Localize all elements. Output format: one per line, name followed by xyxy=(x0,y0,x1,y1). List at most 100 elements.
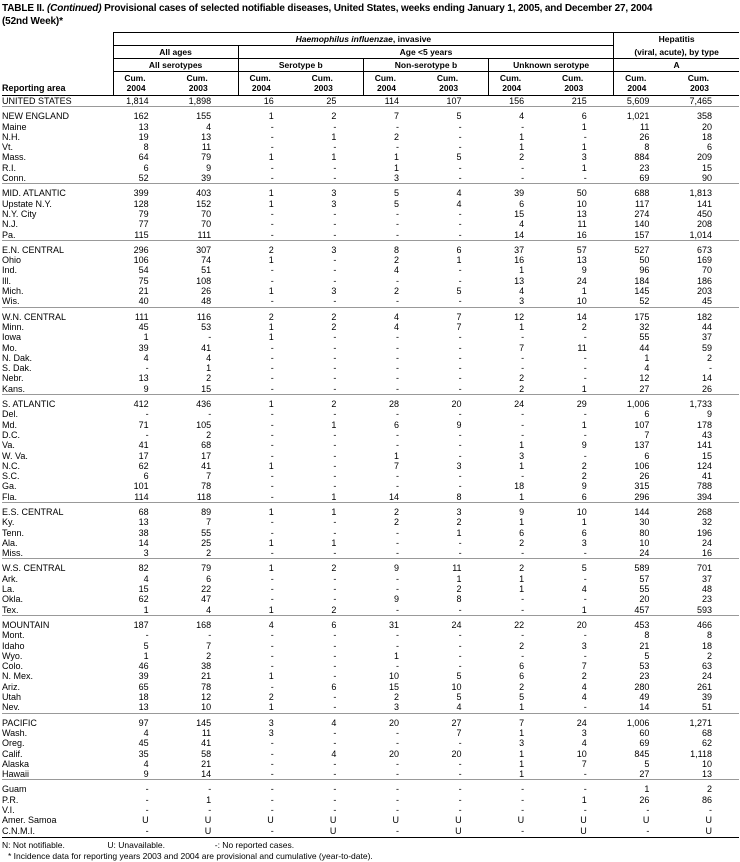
value-cell: 3 xyxy=(581,640,587,651)
value-cell: 6 xyxy=(644,409,650,420)
value-cell: 57 xyxy=(639,573,650,584)
value-cell: - xyxy=(458,229,462,240)
value-cell: 60 xyxy=(639,727,650,738)
table-row: P.R. - 1 - - - - - 1 26 86 xyxy=(2,795,739,805)
value-cell: 37 xyxy=(701,332,712,343)
value-cell: 845 xyxy=(634,748,650,759)
value-cell: - xyxy=(270,219,274,230)
value-cell: - xyxy=(521,429,525,440)
value-cell: 6 xyxy=(519,671,525,682)
value-cell: 4 xyxy=(488,106,552,122)
value-cell: 20 xyxy=(551,614,614,631)
value-cell: - xyxy=(583,702,587,713)
value-cell: U xyxy=(142,815,149,826)
value-cell: 1 xyxy=(238,558,301,574)
value-cell: 209 xyxy=(696,152,712,163)
value-cell: - xyxy=(521,121,525,132)
value-cell: 1 xyxy=(519,460,525,471)
value-cell: - xyxy=(521,548,525,559)
value-cell: - xyxy=(458,173,462,184)
value-cell: 280 xyxy=(634,681,650,692)
table-row: Hawaii 9 14 - - - - 1 - 27 13 xyxy=(2,769,739,780)
value-cell: 90 xyxy=(701,173,712,184)
value-cell: 55 xyxy=(639,332,650,343)
value-cell: 79 xyxy=(175,558,239,574)
value-cell: - xyxy=(583,173,587,184)
value-cell: 37 xyxy=(488,239,552,256)
value-cell: 5 xyxy=(143,640,149,651)
value-cell: - xyxy=(270,429,274,440)
value-cell: - xyxy=(458,332,462,343)
value-cell: - xyxy=(583,332,587,343)
value-cell: 3 xyxy=(519,296,525,307)
value-cell: - xyxy=(270,738,274,749)
value-cell: 1 xyxy=(238,501,301,518)
value-cell: 4 xyxy=(519,219,525,230)
value-cell: 3 xyxy=(331,198,337,209)
value-cell: 27 xyxy=(425,712,489,728)
value-cell: 1 xyxy=(268,198,274,209)
value-cell: 40 xyxy=(138,296,149,307)
value-cell: 10 xyxy=(639,537,650,548)
value-cell: U xyxy=(580,825,587,836)
cum-2004-header: Cum. 2004 xyxy=(488,71,552,96)
value-cell: 24 xyxy=(576,275,587,286)
value-cell: 58 xyxy=(201,748,212,759)
value-cell: 108 xyxy=(196,275,212,286)
value-cell: 13 xyxy=(138,702,149,713)
value-cell: 18 xyxy=(138,692,149,703)
value-cell: 1 xyxy=(581,162,587,173)
value-cell: 20 xyxy=(451,748,462,759)
legend-no-cases: -: No reported cases. xyxy=(214,839,295,850)
value-cell: 1,733 xyxy=(676,394,739,410)
value-cell: 64 xyxy=(138,152,149,163)
value-cell: 1 xyxy=(331,152,337,163)
value-cell: 106 xyxy=(634,460,650,471)
value-cell: - xyxy=(395,573,399,584)
value-cell: - xyxy=(333,409,337,420)
reporting-area-cell: Va. xyxy=(2,440,15,451)
value-cell: 673 xyxy=(676,239,739,256)
hepatitis-group-header: Hepatitis xyxy=(613,32,739,46)
value-cell: 32 xyxy=(701,517,712,528)
value-cell: 5 xyxy=(393,198,399,209)
table-row: Del. - - - - - - - - 6 9 xyxy=(2,409,739,419)
value-cell: 128 xyxy=(133,198,149,209)
value-cell: - xyxy=(208,630,212,641)
value-cell: - xyxy=(646,805,650,815)
value-cell: - xyxy=(270,481,274,492)
value-cell: 23 xyxy=(639,162,650,173)
value-cell: - xyxy=(145,409,149,420)
value-cell: - xyxy=(458,604,462,615)
value-cell: - xyxy=(270,650,274,661)
value-cell: 8 xyxy=(143,142,149,153)
value-cell: 22 xyxy=(488,614,552,631)
value-cell: 28 xyxy=(363,394,426,410)
value-cell: 70 xyxy=(201,208,212,219)
value-cell: 7 xyxy=(393,460,399,471)
reporting-area-cell: Mass. xyxy=(2,152,27,163)
table-row: Vt. 8 11- - - -1 1 8 6 xyxy=(2,142,739,152)
value-cell: - xyxy=(583,650,587,661)
value-cell: 20 xyxy=(701,121,712,132)
value-cell: 2 xyxy=(456,517,462,528)
legend-not-notifiable: N: Not notifiable. xyxy=(2,839,65,850)
value-cell: 5 xyxy=(425,106,489,122)
value-cell: U xyxy=(267,815,274,826)
value-cell: 1 xyxy=(519,584,525,595)
value-cell: - xyxy=(270,342,274,353)
value-cell: - xyxy=(521,409,525,420)
legend-line: N: Not notifiable. U: Unavailable. -: No… xyxy=(2,840,739,851)
value-cell: - xyxy=(583,131,587,142)
value-cell: - xyxy=(333,805,337,815)
reporting-area-cell: UNITED STATES xyxy=(2,96,72,106)
value-cell: - xyxy=(270,296,274,307)
value-cell: 111 xyxy=(197,229,212,240)
table-row: Miss. 3 2 - - - - - - 24 16 xyxy=(2,548,739,559)
value-cell: 70 xyxy=(201,219,212,230)
value-cell: - xyxy=(333,208,337,219)
table-row: S. ATLANTIC 412 436 1 2 28 20 24 29 1,006 1,733 xyxy=(2,394,739,410)
value-cell: - xyxy=(458,275,462,286)
value-cell: 1 xyxy=(581,604,587,615)
